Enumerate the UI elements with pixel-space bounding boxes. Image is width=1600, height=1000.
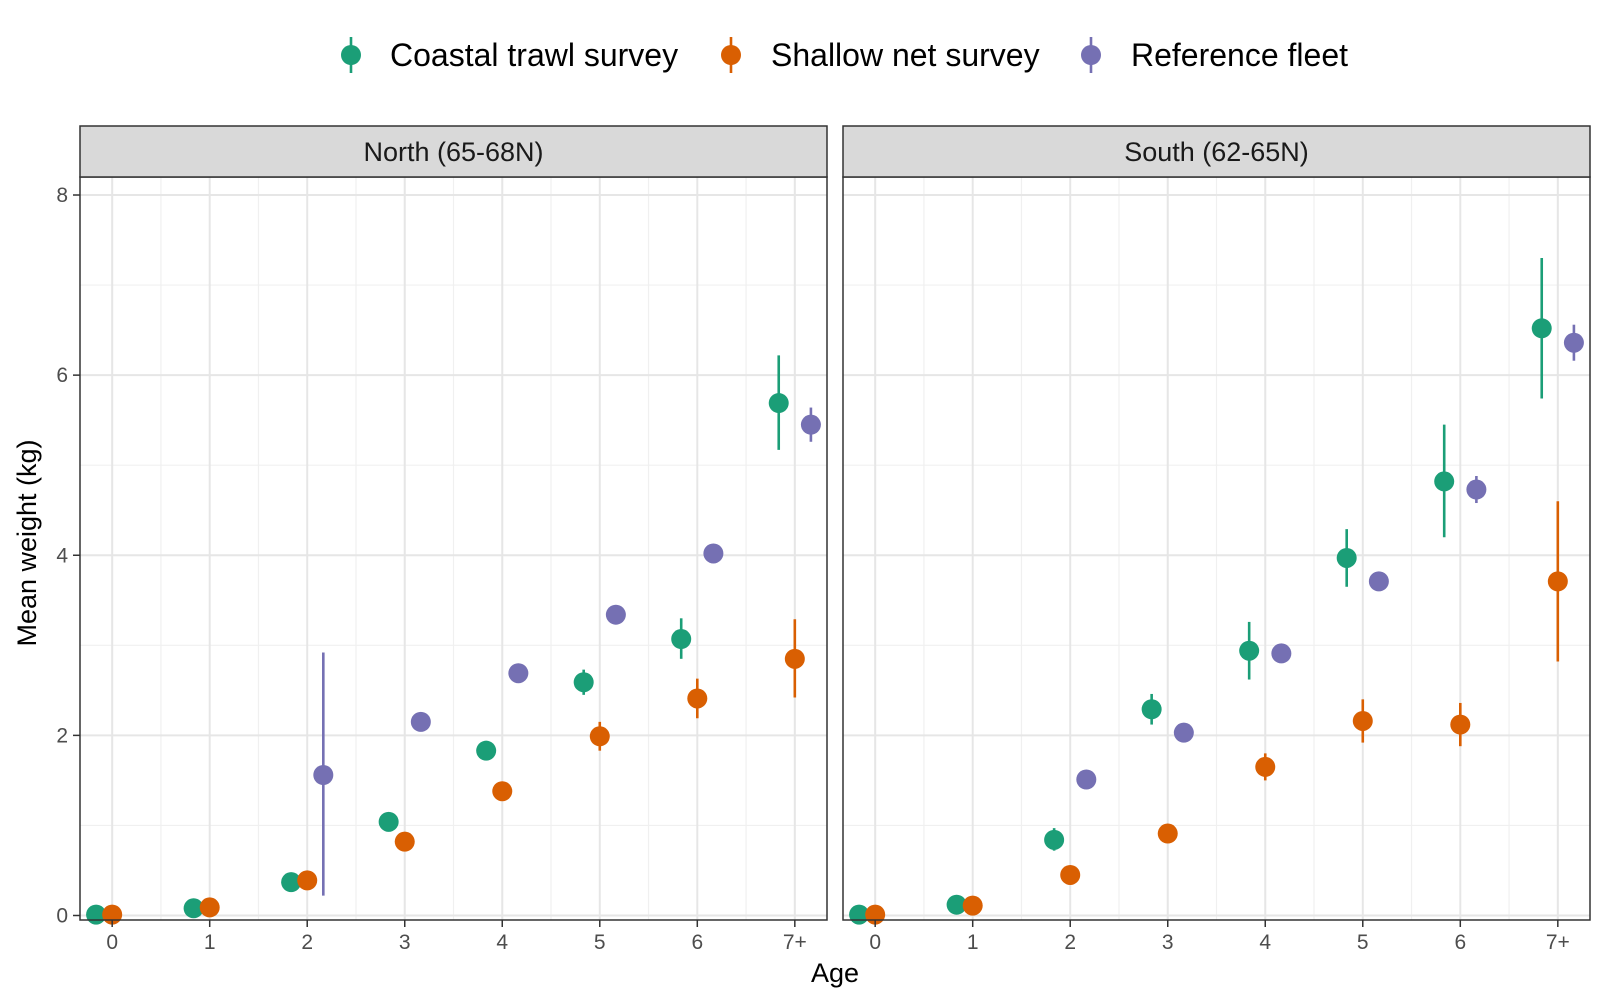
data-point <box>199 897 220 918</box>
x-tick-label: 5 <box>594 931 606 954</box>
y-tick-label: 0 <box>56 904 68 927</box>
data-point <box>946 894 967 915</box>
x-tick-label: 2 <box>301 931 313 954</box>
data-point <box>1141 699 1162 720</box>
panels: North (65-68N) 0 1 2 3 4 5 6 7+ South (62-65N) 0 1 2… <box>79 125 1591 954</box>
data-point <box>768 393 789 414</box>
data-point <box>605 604 626 625</box>
data-point <box>800 414 821 435</box>
y-tick-label: 8 <box>56 184 68 207</box>
x-tick-label: 0 <box>106 931 118 954</box>
legend-label: Coastal trawl survey <box>390 37 678 73</box>
data-point <box>508 663 529 684</box>
data-point <box>1336 547 1357 568</box>
series-2 <box>313 407 821 896</box>
y-axis: 0 2 4 6 8 <box>56 184 80 927</box>
legend-item: Shallow net survey <box>721 37 1040 73</box>
data-point <box>394 831 415 852</box>
data-point <box>1157 823 1178 844</box>
data-point <box>589 726 610 747</box>
data-point <box>492 781 513 802</box>
data-point <box>1255 756 1276 777</box>
data-point <box>1368 571 1389 592</box>
data-point <box>476 740 497 761</box>
x-tick-label: 4 <box>1259 931 1271 954</box>
legend-label: Reference fleet <box>1131 37 1348 73</box>
y-axis-title: Mean weight (kg) <box>12 439 42 646</box>
series-2 <box>1076 324 1584 790</box>
x-tick-label: 4 <box>496 931 508 954</box>
series-0 <box>86 355 789 925</box>
x-tick-label: 5 <box>1357 931 1369 954</box>
data-point <box>573 672 594 693</box>
data-point <box>1173 722 1194 743</box>
legend-key-point <box>721 45 741 65</box>
data-point <box>1563 332 1584 353</box>
data-point <box>1076 769 1097 790</box>
data-point <box>784 648 805 669</box>
facet-strip <box>842 125 1591 178</box>
data-point <box>1352 710 1373 731</box>
data-point <box>281 872 302 893</box>
facet-strip <box>79 125 828 178</box>
data-point <box>1434 471 1455 492</box>
data-point <box>410 711 431 732</box>
data-point <box>1531 318 1552 339</box>
legend-item: Coastal trawl survey <box>341 37 678 73</box>
data-point <box>1271 643 1292 664</box>
x-tick-label: 3 <box>1162 931 1174 954</box>
data-point <box>1547 571 1568 592</box>
x-axis-title: Age <box>811 958 859 988</box>
x-tick-label: 1 <box>967 931 979 954</box>
x-tick-label: 1 <box>204 931 216 954</box>
data-point <box>1466 479 1487 500</box>
x-tick-label: 2 <box>1064 931 1076 954</box>
x-tick-label: 0 <box>869 931 881 954</box>
y-tick-label: 2 <box>56 724 68 747</box>
legend-key-point <box>1081 45 1101 65</box>
data-point <box>313 765 334 786</box>
x-tick-label: 6 <box>1454 931 1466 954</box>
legend-label: Shallow net survey <box>771 37 1040 73</box>
data-point <box>297 870 318 891</box>
data-point <box>183 898 204 919</box>
x-tick-label: 7+ <box>1546 931 1570 954</box>
legend: Coastal trawl survey Shallow net survey Re… <box>341 37 1348 73</box>
data-point <box>1044 829 1065 850</box>
data-point <box>703 543 724 564</box>
series-1 <box>865 501 1568 925</box>
data-point <box>1239 640 1260 661</box>
y-tick-label: 6 <box>56 364 68 387</box>
x-tick-label: 6 <box>691 931 703 954</box>
panel: North (65-68N) 0 1 2 3 4 5 6 7+ <box>79 125 828 954</box>
x-tick-label: 3 <box>399 931 411 954</box>
facet-strip-label: South (62-65N) <box>1124 137 1309 167</box>
panel: South (62-65N) 0 1 2 3 4 5 6 7+ <box>842 125 1591 954</box>
x-tick-label: 7+ <box>783 931 807 954</box>
data-point <box>1450 714 1471 735</box>
facet-strip-label: North (65-68N) <box>363 137 543 167</box>
y-tick-label: 4 <box>56 544 68 567</box>
legend-key-point <box>341 45 361 65</box>
data-point <box>962 895 983 916</box>
data-point <box>687 688 708 709</box>
legend-item: Reference fleet <box>1081 37 1348 73</box>
data-point <box>1060 864 1081 885</box>
data-point <box>378 811 399 832</box>
data-point <box>671 629 692 650</box>
